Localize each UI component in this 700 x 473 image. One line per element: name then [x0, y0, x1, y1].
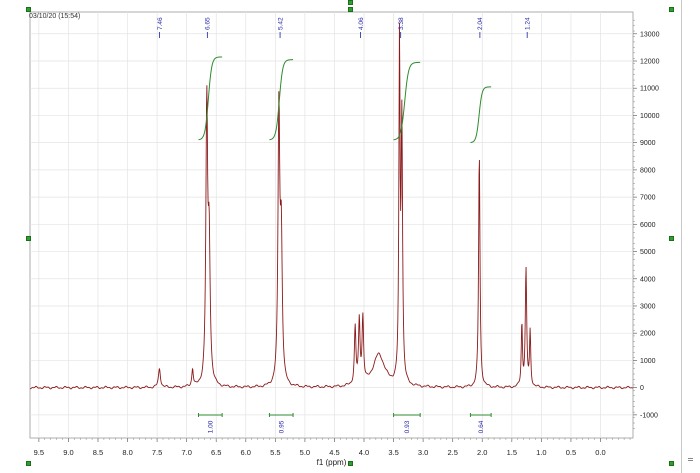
- x-tick-label-14: 2.5: [447, 448, 457, 457]
- y-tick-label-12: 1000: [640, 358, 656, 365]
- y-tick-label-7: 6000: [640, 222, 656, 229]
- x-tick-label-16: 1.5: [507, 448, 517, 457]
- y-tick-label-2: 11000: [640, 86, 659, 93]
- x-tick-label-15: 2.0: [477, 448, 487, 457]
- y-tick-label-4: 9000: [640, 140, 656, 147]
- integral-curve-3: [470, 86, 492, 143]
- integral-curve-0: [198, 56, 223, 141]
- x-tick-label-18: 0.5: [566, 448, 576, 457]
- y-tick-label-0: 13000: [640, 31, 660, 38]
- peak-label-4: 3.38: [398, 17, 405, 30]
- spectrum-trace: [30, 22, 634, 390]
- y-tick-label-10: 3000: [640, 303, 656, 310]
- scroll-grip-icon[interactable]: [688, 458, 693, 461]
- peak-label-5: 2.04: [477, 17, 484, 30]
- plot-frame: [29, 11, 634, 439]
- move-handle-top-center[interactable]: [348, 0, 353, 5]
- x-tick-label-10: 4.5: [329, 448, 339, 457]
- integral-value-2: 0.93: [404, 420, 411, 433]
- y-tick-label-13: 0: [640, 385, 644, 392]
- x-tick-label-19: 0.0: [595, 448, 605, 457]
- peak-label-3: 4.06: [358, 17, 365, 30]
- x-tick-label-11: 4.0: [359, 448, 369, 457]
- y-tick-label-14: -1000: [640, 412, 658, 419]
- x-tick-label-6: 6.5: [211, 448, 221, 457]
- x-tick-label-1: 9.0: [63, 448, 73, 457]
- x-axis-title: f1 (ppm): [317, 458, 347, 467]
- x-tick-label-7: 6.0: [241, 448, 251, 457]
- resize-handle-bottom-left[interactable]: [26, 461, 31, 466]
- y-tick-label-6: 7000: [640, 195, 656, 202]
- x-tick-label-2: 8.5: [93, 448, 103, 457]
- x-tick-label-4: 7.5: [152, 448, 162, 457]
- integral-value-1: 0.95: [279, 420, 286, 433]
- x-tick-label-0: 9.5: [34, 448, 44, 457]
- integral-curve-2: [393, 61, 421, 141]
- x-tick-label-17: 1.0: [536, 448, 546, 457]
- integral-value-0: 1.00: [208, 420, 215, 433]
- x-tick-label-13: 3.0: [418, 448, 428, 457]
- peak-label-1: 6.65: [205, 17, 212, 30]
- y-tick-label-5: 8000: [640, 167, 656, 174]
- resize-handle-top-left[interactable]: [26, 7, 31, 12]
- integral-curve-1: [269, 59, 294, 141]
- acquisition-timestamp: 03/10/20 (15:54): [29, 13, 81, 20]
- x-tick-label-8: 5.5: [270, 448, 280, 457]
- peak-label-0: 7.46: [157, 17, 164, 30]
- x-tick-label-9: 5.0: [300, 448, 310, 457]
- resize-handle-top-center[interactable]: [348, 7, 353, 12]
- y-tick-label-11: 2000: [640, 331, 656, 338]
- x-tick-label-12: 3.5: [388, 448, 398, 457]
- resize-handle-middle-left[interactable]: [26, 236, 31, 241]
- peak-label-6: 1.24: [524, 17, 531, 30]
- y-tick-label-9: 4000: [640, 276, 656, 283]
- y-tick-label-1: 12000: [640, 58, 660, 65]
- resize-handle-bottom-center[interactable]: [348, 461, 353, 466]
- resize-handle-bottom-right[interactable]: [669, 461, 674, 466]
- y-tick-label-8: 5000: [640, 249, 656, 256]
- integral-value-3: 0.64: [478, 420, 485, 433]
- resize-handle-top-right[interactable]: [669, 7, 674, 12]
- window-edge-scrollbar[interactable]: [681, 0, 700, 473]
- y-tick-label-3: 10000: [640, 113, 660, 120]
- resize-handle-middle-right[interactable]: [669, 236, 674, 241]
- x-tick-label-3: 8.0: [122, 448, 132, 457]
- x-tick-label-5: 7.0: [181, 448, 191, 457]
- peak-label-2: 5.42: [277, 17, 284, 30]
